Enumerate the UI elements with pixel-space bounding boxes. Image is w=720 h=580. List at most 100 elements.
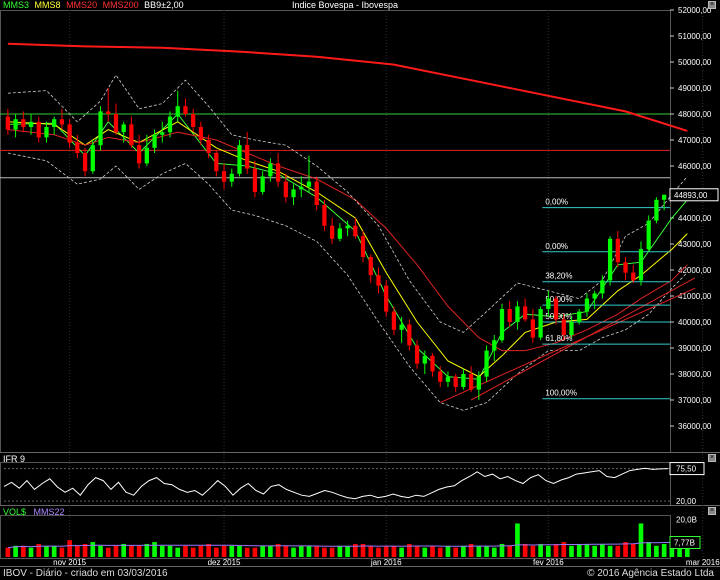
ifr-panel-close-button[interactable]: × xyxy=(708,454,716,462)
bollinger-lower xyxy=(7,152,688,411)
candle-body xyxy=(376,275,381,286)
candle-body xyxy=(592,293,597,299)
volume-bar xyxy=(422,547,428,557)
volume-bar xyxy=(437,547,443,557)
candle-body xyxy=(345,225,350,229)
y-tick-label: 38000,00 xyxy=(678,370,712,379)
ma-line-mms8 xyxy=(7,121,688,378)
candle-body xyxy=(561,319,566,335)
volume-bar xyxy=(576,543,582,557)
volume-bar xyxy=(684,542,690,557)
main-panel-close-button[interactable]: × xyxy=(708,1,716,9)
volume-bar xyxy=(638,523,644,557)
candle-body xyxy=(98,111,103,146)
candle-body xyxy=(476,376,481,390)
candle-body xyxy=(90,145,95,172)
candle-body xyxy=(330,225,335,239)
volume-bar xyxy=(183,545,188,557)
panel-frame-0 xyxy=(0,10,671,453)
footer-right: © 2016 Agência Estado Ltda xyxy=(587,568,714,579)
candle-body xyxy=(106,111,111,114)
volume-bar xyxy=(654,545,659,557)
candle-body xyxy=(191,114,196,127)
fibonacci-label: 0,00% xyxy=(545,198,568,207)
y-tick-label: 43000,00 xyxy=(678,240,712,249)
candle-body xyxy=(275,163,281,182)
ifr-last-box xyxy=(669,462,705,476)
volume-bar xyxy=(499,543,505,557)
y-tick-label: 36000,00 xyxy=(678,422,712,431)
volume-bar xyxy=(407,543,412,557)
fibonacci-label: 38,20% xyxy=(545,272,572,281)
candle-body xyxy=(414,345,420,364)
volume-bar xyxy=(221,545,227,557)
candle-body xyxy=(337,228,342,239)
candle-body xyxy=(484,350,489,377)
candle-body xyxy=(445,376,451,382)
candle-body xyxy=(113,114,119,133)
volume-bar xyxy=(592,545,597,557)
fibonacci-label: 50,00% xyxy=(545,312,572,321)
volume-bar xyxy=(484,545,489,557)
candle-body xyxy=(152,134,157,148)
volume-bar xyxy=(383,545,389,557)
y-tick-label: 49000,00 xyxy=(678,84,712,93)
volume-bar xyxy=(136,545,142,557)
volume-title: VOL$ xyxy=(3,507,27,517)
y-tick-label: 50000,00 xyxy=(678,58,712,67)
volume-bar xyxy=(391,545,397,557)
candle-body xyxy=(322,205,327,226)
candle-body xyxy=(314,181,319,205)
volume-bar xyxy=(376,547,381,557)
volume-bar xyxy=(430,545,435,557)
ifr-tick-label: 20,00 xyxy=(676,497,697,506)
candle-body xyxy=(167,116,173,133)
candle-body xyxy=(384,285,389,312)
volume-bar xyxy=(522,543,528,557)
volume-bar xyxy=(669,542,675,557)
volume-bar xyxy=(260,545,265,557)
y-tick-label: 46000,00 xyxy=(678,162,712,171)
candle-body xyxy=(631,272,636,281)
candle-body xyxy=(453,376,458,387)
volume-panel-close-button[interactable]: × xyxy=(708,507,716,515)
legend-mms3: MMS3 xyxy=(3,0,30,10)
volume-bar xyxy=(190,547,196,557)
candle-body xyxy=(646,220,651,250)
volume-bar xyxy=(44,545,49,557)
volume-bar xyxy=(268,545,273,557)
candle-body xyxy=(268,163,273,177)
volume-bar xyxy=(646,542,652,557)
legend-mms8: MMS8 xyxy=(34,0,61,10)
volume-bar xyxy=(159,545,165,557)
volume-bar xyxy=(476,545,482,557)
volume-bar xyxy=(67,540,72,557)
candle-body xyxy=(538,309,543,338)
candle-body xyxy=(461,374,466,387)
legend-bb: BB9±2,00 xyxy=(144,0,184,10)
volume-bar xyxy=(546,545,551,557)
candle-body xyxy=(360,236,366,257)
fibonacci-label: 50,00% xyxy=(545,295,572,304)
candle-body xyxy=(237,145,242,174)
volume-ma-label: MMS22 xyxy=(33,507,65,517)
candle-body xyxy=(144,147,149,164)
x-tick-label: mar 2016 xyxy=(686,558,720,567)
candle-body xyxy=(221,171,227,182)
candle-body xyxy=(407,324,412,346)
volume-bar xyxy=(13,545,18,557)
volume-bar xyxy=(468,543,474,557)
bollinger-upper xyxy=(7,74,688,333)
candle-body xyxy=(214,153,219,172)
y-tick-label: 39000,00 xyxy=(678,344,712,353)
candle-body xyxy=(422,355,427,364)
candle-body xyxy=(121,124,126,133)
candle-body xyxy=(260,176,265,192)
volume-bar xyxy=(553,543,559,557)
candle-body xyxy=(468,374,474,390)
candle-body xyxy=(391,311,397,330)
candle-body xyxy=(430,355,435,372)
volume-bar xyxy=(75,545,80,557)
volume-bar xyxy=(607,545,613,557)
candle-body xyxy=(13,119,18,130)
